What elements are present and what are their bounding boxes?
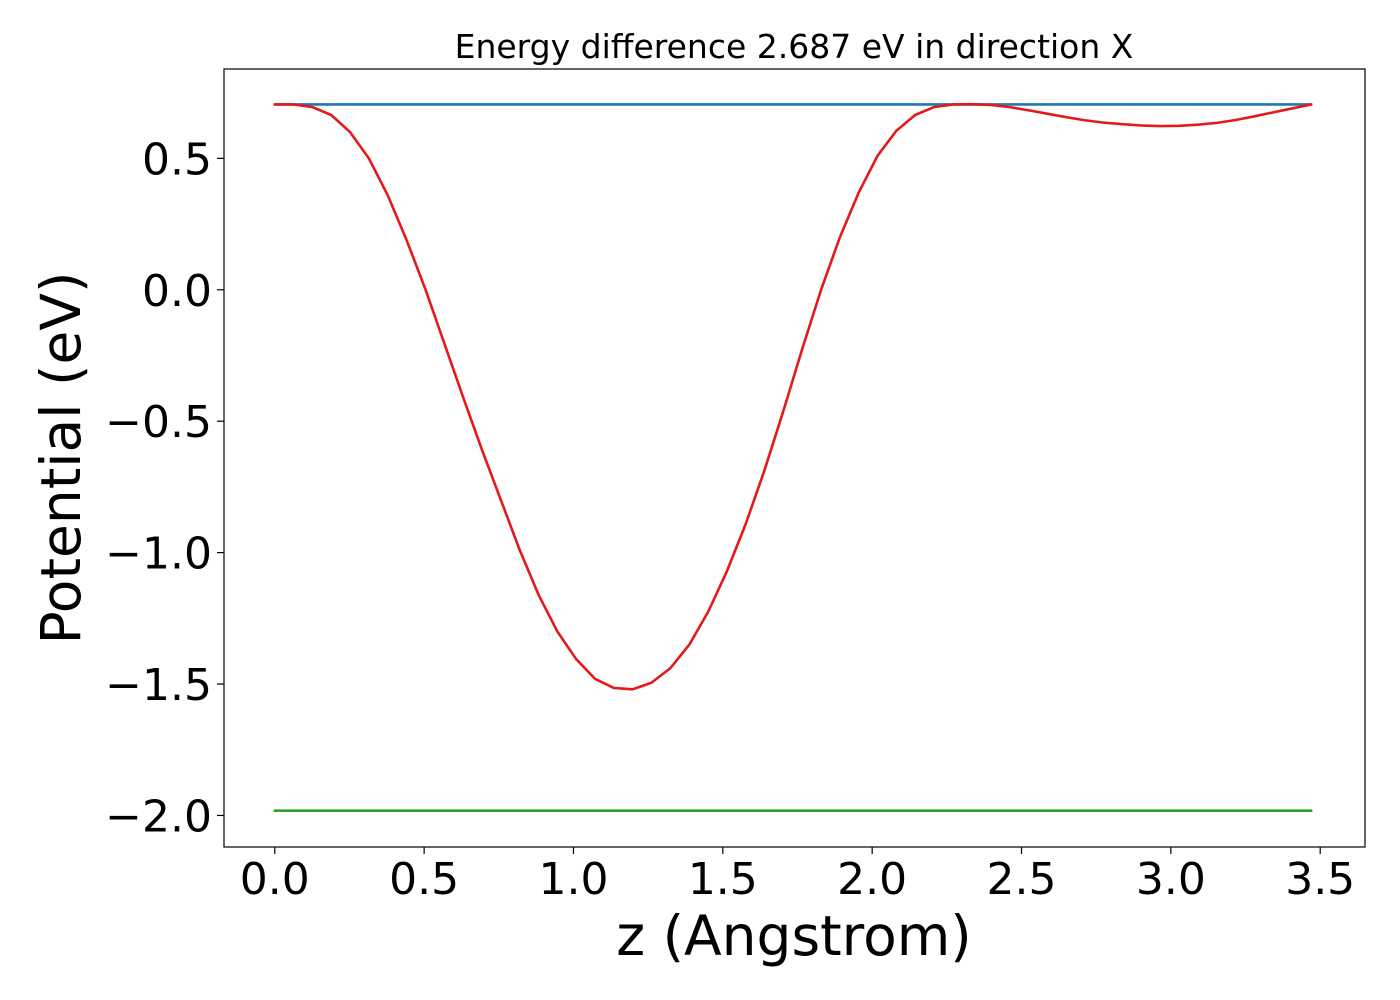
x-tick-label: 2.5 [987, 854, 1057, 905]
x-axis-label: z (Angstrom) [616, 904, 972, 968]
y-tick-label: −2.0 [105, 791, 212, 842]
y-axis-label: Potential (eV) [29, 272, 93, 645]
chart-title: Energy difference 2.687 eV in direction … [455, 27, 1134, 66]
x-tick-label: 0.0 [240, 854, 310, 905]
x-tick-label: 1.0 [538, 854, 608, 905]
plot-area [223, 68, 1366, 848]
series-layer [273, 102, 1313, 813]
x-tick-label: 3.0 [1136, 854, 1206, 905]
y-tick-label: 0.0 [142, 266, 212, 317]
y-tick-label: −0.5 [105, 397, 212, 448]
x-tick-label: 3.5 [1285, 854, 1355, 905]
series-line-2 [273, 102, 1313, 691]
x-tick-label: 0.5 [389, 854, 459, 905]
x-tick-label: 1.5 [688, 854, 758, 905]
x-tick-label: 2.0 [837, 854, 907, 905]
y-tick-label: 0.5 [142, 134, 212, 185]
axes-frame [223, 68, 1366, 848]
y-tick-label: −1.5 [105, 660, 212, 711]
x-axis: 0.0 0.5 1.0 1.5 2.0 2.5 3.0 3.5 [240, 847, 1355, 905]
y-axis: −2.0 −1.5 −1.0 −0.5 0.0 0.5 [105, 134, 224, 842]
y-tick-label: −1.0 [105, 529, 212, 580]
